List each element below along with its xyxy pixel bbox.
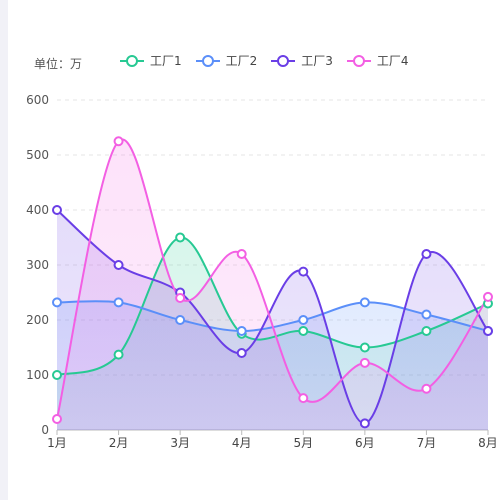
- y-tick-label: 500: [26, 148, 49, 162]
- data-point: [298, 266, 309, 277]
- data-point: [421, 309, 432, 320]
- data-point: [421, 249, 432, 259]
- data-point: [359, 297, 370, 308]
- legend-item[interactable]: 工厂1: [120, 52, 182, 69]
- legend-label: 工厂4: [376, 54, 409, 68]
- y-tick-label: 200: [26, 313, 49, 327]
- data-point: [175, 232, 186, 243]
- data-point: [421, 383, 432, 394]
- data-point: [113, 349, 124, 360]
- data-point: [359, 357, 370, 368]
- data-point: [359, 342, 370, 353]
- x-tick-label: 8月: [478, 436, 498, 450]
- data-point: [483, 291, 493, 302]
- data-point: [359, 418, 370, 429]
- data-point: [236, 249, 247, 259]
- legend-item[interactable]: 工厂3: [271, 52, 333, 69]
- data-point: [421, 326, 432, 336]
- legend-swatch-icon: [195, 54, 220, 67]
- data-point: [52, 414, 62, 424]
- x-tick-label: 3月: [170, 436, 190, 450]
- data-point: [298, 393, 309, 404]
- y-tick-label: 600: [26, 93, 49, 107]
- legend-swatch-icon: [120, 54, 144, 67]
- data-point: [236, 326, 247, 336]
- data-point: [52, 370, 62, 380]
- legend-item[interactable]: 工厂4: [346, 52, 409, 69]
- data-point: [236, 348, 247, 358]
- series-area: [57, 139, 488, 430]
- data-point: [113, 136, 124, 147]
- y-tick-label: 100: [26, 368, 49, 382]
- legend-label: 工厂3: [301, 54, 333, 68]
- data-point: [483, 326, 493, 336]
- legend-item[interactable]: 工厂2: [195, 52, 258, 69]
- x-tick-label: 7月: [417, 436, 437, 450]
- y-tick-label: 400: [26, 203, 49, 217]
- data-point: [113, 260, 124, 270]
- x-tick-label: 2月: [109, 436, 129, 450]
- data-point: [52, 297, 62, 308]
- data-point: [298, 326, 309, 336]
- data-point: [52, 205, 62, 215]
- data-point: [175, 293, 186, 303]
- data-point: [298, 315, 309, 325]
- left-edge-strip: [0, 0, 8, 500]
- chart-legend: 工厂1 工厂2 工厂3 工厂4: [120, 52, 409, 69]
- x-tick-label: 1月: [47, 436, 67, 450]
- data-point: [175, 315, 186, 325]
- series-line: [56, 236, 489, 376]
- y-tick-label: 0: [41, 423, 49, 437]
- x-tick-label: 6月: [355, 436, 375, 450]
- legend-label: 工厂2: [225, 54, 258, 68]
- unit-label: 单位：万: [34, 57, 83, 71]
- legend-swatch-icon: [346, 54, 371, 67]
- legend-label: 工厂1: [150, 54, 182, 68]
- legend-swatch-icon: [271, 54, 296, 67]
- x-tick-label: 4月: [232, 436, 252, 450]
- x-tick-label: 5月: [293, 436, 313, 450]
- data-point: [113, 297, 124, 308]
- y-tick-label: 300: [26, 258, 49, 272]
